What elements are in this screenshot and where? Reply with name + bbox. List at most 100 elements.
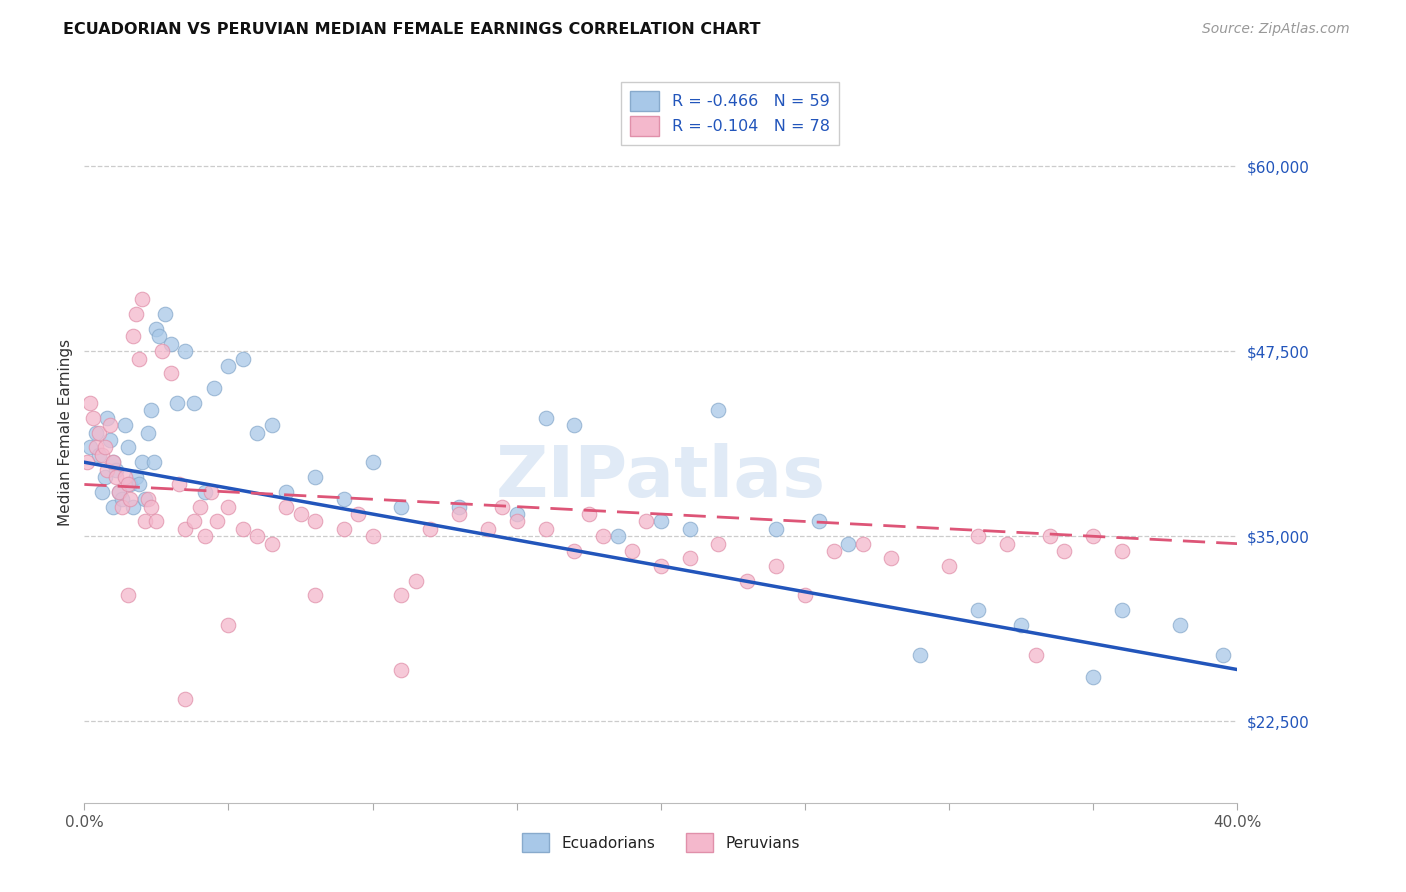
Point bbox=[150, 344, 173, 359]
Point bbox=[108, 484, 131, 499]
Point bbox=[117, 441, 139, 455]
Point bbox=[707, 536, 730, 550]
Point bbox=[93, 470, 115, 484]
Point bbox=[361, 455, 384, 469]
Point bbox=[218, 500, 240, 514]
Point bbox=[304, 470, 326, 484]
Point bbox=[76, 455, 98, 469]
Point bbox=[103, 455, 124, 469]
Point bbox=[90, 484, 112, 499]
Point bbox=[808, 515, 831, 529]
Point bbox=[169, 477, 191, 491]
Point bbox=[166, 396, 188, 410]
Point bbox=[1010, 618, 1032, 632]
Point bbox=[139, 500, 162, 514]
Point bbox=[174, 344, 197, 359]
Point bbox=[419, 522, 441, 536]
Point bbox=[153, 307, 176, 321]
Point bbox=[765, 558, 787, 573]
Point bbox=[136, 425, 159, 440]
Point bbox=[391, 500, 413, 514]
Point bbox=[136, 492, 159, 507]
Point bbox=[477, 522, 499, 536]
Y-axis label: Median Female Earnings: Median Female Earnings bbox=[58, 339, 73, 526]
Point bbox=[621, 544, 644, 558]
Point bbox=[347, 507, 370, 521]
Point bbox=[1053, 544, 1076, 558]
Point bbox=[205, 515, 228, 529]
Point bbox=[105, 470, 128, 484]
Point bbox=[823, 544, 845, 558]
Point bbox=[87, 448, 110, 462]
Point bbox=[636, 515, 658, 529]
Point bbox=[82, 410, 104, 425]
Point bbox=[837, 536, 859, 550]
Point bbox=[108, 484, 131, 499]
Point bbox=[1039, 529, 1062, 543]
Point bbox=[606, 529, 628, 543]
Point bbox=[111, 492, 134, 507]
Point bbox=[910, 648, 932, 662]
Point bbox=[200, 484, 222, 499]
Point bbox=[1212, 648, 1234, 662]
Point bbox=[90, 448, 112, 462]
Point bbox=[1111, 544, 1133, 558]
Point bbox=[131, 293, 153, 307]
Point bbox=[174, 692, 197, 706]
Point bbox=[117, 589, 139, 603]
Point bbox=[188, 500, 211, 514]
Point bbox=[194, 529, 217, 543]
Point bbox=[96, 410, 118, 425]
Point bbox=[122, 500, 145, 514]
Point bbox=[93, 441, 115, 455]
Point bbox=[105, 462, 128, 476]
Text: Source: ZipAtlas.com: Source: ZipAtlas.com bbox=[1202, 22, 1350, 37]
Point bbox=[1111, 603, 1133, 617]
Point bbox=[114, 470, 136, 484]
Point bbox=[794, 589, 817, 603]
Point bbox=[218, 618, 240, 632]
Legend: Ecuadorians, Peruvians: Ecuadorians, Peruvians bbox=[516, 827, 806, 858]
Point bbox=[967, 529, 990, 543]
Point bbox=[650, 558, 672, 573]
Point bbox=[98, 418, 121, 433]
Point bbox=[967, 603, 990, 617]
Point bbox=[707, 403, 730, 417]
Point bbox=[737, 574, 759, 588]
Point bbox=[111, 500, 134, 514]
Point bbox=[79, 396, 101, 410]
Point bbox=[938, 558, 960, 573]
Point bbox=[103, 500, 124, 514]
Point bbox=[276, 500, 298, 514]
Point bbox=[120, 477, 142, 491]
Point bbox=[592, 529, 614, 543]
Point bbox=[232, 522, 254, 536]
Point bbox=[765, 522, 787, 536]
Point bbox=[128, 477, 150, 491]
Point bbox=[391, 663, 413, 677]
Point bbox=[679, 551, 702, 566]
Point bbox=[995, 536, 1018, 550]
Point bbox=[142, 455, 165, 469]
Point bbox=[134, 515, 156, 529]
Point bbox=[333, 492, 356, 507]
Point bbox=[1025, 648, 1047, 662]
Point bbox=[145, 322, 167, 336]
Point bbox=[491, 500, 513, 514]
Point bbox=[128, 351, 150, 366]
Point bbox=[202, 381, 225, 395]
Point bbox=[117, 477, 139, 491]
Point bbox=[1083, 670, 1105, 684]
Point bbox=[122, 329, 145, 343]
Point bbox=[125, 470, 148, 484]
Point bbox=[218, 359, 240, 373]
Point bbox=[333, 522, 356, 536]
Point bbox=[232, 351, 254, 366]
Point bbox=[131, 455, 153, 469]
Point bbox=[183, 515, 205, 529]
Point bbox=[534, 410, 557, 425]
Point bbox=[449, 500, 471, 514]
Point bbox=[650, 515, 672, 529]
Point bbox=[103, 455, 124, 469]
Point bbox=[880, 551, 903, 566]
